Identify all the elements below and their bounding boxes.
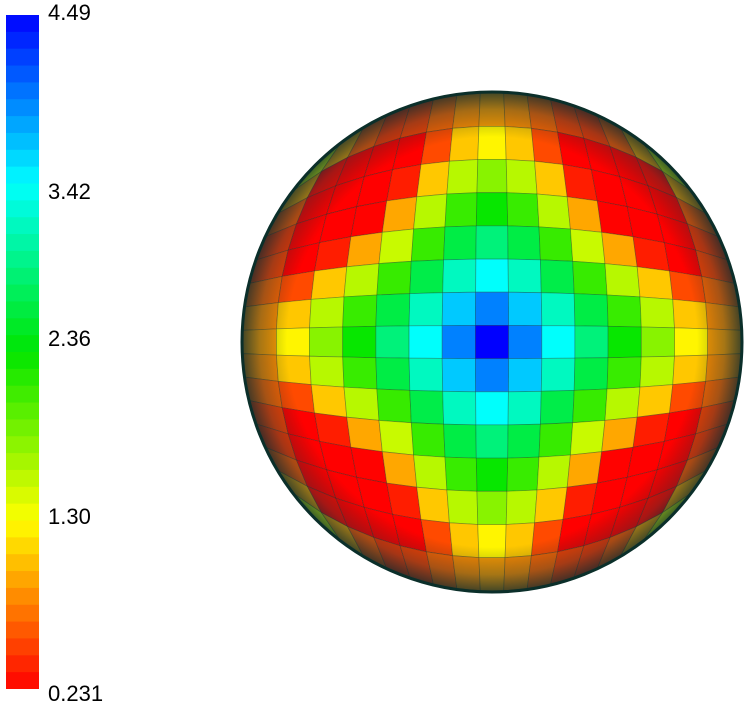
legend-color-step xyxy=(6,166,39,185)
legend-color-step xyxy=(6,267,39,286)
legend-color-step xyxy=(6,554,39,572)
legend-color-step xyxy=(6,132,39,151)
legend-color-step xyxy=(6,149,39,168)
rim-shading xyxy=(242,92,742,592)
legend-color-step xyxy=(6,436,39,454)
legend-color-step xyxy=(6,116,39,134)
legend-color-step xyxy=(6,99,39,117)
legend-color-step xyxy=(6,284,39,303)
legend-color-step xyxy=(6,604,39,623)
legend-tick-max: 4.49 xyxy=(48,0,91,25)
legend-color-step xyxy=(6,486,39,505)
legend-color-step xyxy=(6,537,39,555)
legend-color-step xyxy=(6,469,39,488)
legend-color-step xyxy=(6,672,39,689)
legend-tick-min: 0.231 xyxy=(48,681,104,706)
legend-color-step xyxy=(6,453,39,471)
legend-color-step xyxy=(6,250,39,269)
legend-color-step xyxy=(6,385,39,404)
legend-color-step xyxy=(6,335,39,353)
legend-color-step xyxy=(6,419,39,437)
legend-color-step xyxy=(6,655,39,673)
legend-color-step xyxy=(6,183,39,201)
legend-tick-3: 2.36 xyxy=(48,326,91,351)
legend-color-step xyxy=(6,301,39,319)
legend-color-step xyxy=(6,520,39,538)
legend-color-step xyxy=(6,621,39,640)
legend-color-step xyxy=(6,368,39,387)
legend-tick-2: 3.42 xyxy=(48,179,91,204)
sphere-contour-plot xyxy=(240,90,744,594)
legend-color-step xyxy=(6,402,39,420)
legend-color-step xyxy=(6,217,39,235)
legend-color-step xyxy=(6,234,39,252)
legend-color-step xyxy=(6,15,39,33)
legend-color-step xyxy=(6,31,39,50)
legend-color-step xyxy=(6,65,39,83)
color-legend-bar xyxy=(6,15,39,689)
legend-tick-4: 1.30 xyxy=(48,504,91,529)
legend-color-step xyxy=(6,318,39,336)
legend-color-step xyxy=(6,587,39,606)
legend-color-step xyxy=(6,352,39,370)
legend-color-step xyxy=(6,48,39,67)
legend-color-step xyxy=(6,200,39,218)
legend-color-step xyxy=(6,503,39,522)
sphere-outline xyxy=(240,90,744,594)
legend-color-step xyxy=(6,82,39,100)
legend-color-step xyxy=(6,638,39,656)
legend-color-step xyxy=(6,571,39,589)
